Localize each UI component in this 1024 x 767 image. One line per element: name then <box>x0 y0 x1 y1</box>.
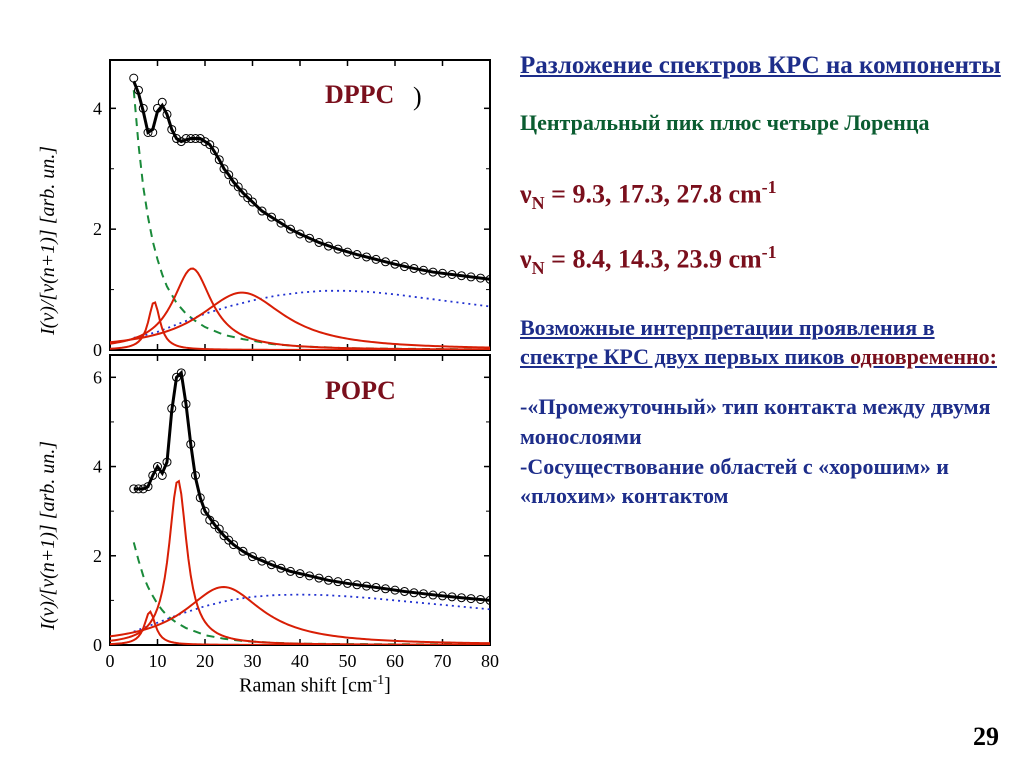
svg-text:6: 6 <box>93 367 102 387</box>
chart-column: 024024601020304050607080 I(ν)/[ν(n+1)] [… <box>0 0 505 767</box>
panel-label-popc: POPC <box>325 376 396 406</box>
svg-text:4: 4 <box>93 98 102 118</box>
bullet-2: -Сосуществование областей с «хорошим» и … <box>520 452 1004 511</box>
paren-mark: ) <box>413 82 422 112</box>
svg-text:0: 0 <box>93 635 102 655</box>
page-number: 29 <box>973 722 999 752</box>
svg-text:2: 2 <box>93 546 102 566</box>
svg-text:4: 4 <box>93 457 102 477</box>
subtitle: Центральный пик плюс четыре Лоренца <box>520 109 1004 138</box>
svg-text:20: 20 <box>196 651 214 671</box>
spectra-charts: 024024601020304050607080 <box>15 30 505 730</box>
y-axis-label-top: I(ν)/[ν(n+1)] [arb. un.] <box>37 146 60 335</box>
text-column: Разложение спектров КРС на компоненты Це… <box>505 0 1024 767</box>
interpretations-heading: Возможные интерпретации проявления в спе… <box>520 313 1004 372</box>
svg-text:0: 0 <box>93 340 102 360</box>
chart-area: 024024601020304050607080 I(ν)/[ν(n+1)] [… <box>15 30 505 730</box>
svg-text:70: 70 <box>434 651 452 671</box>
svg-text:40: 40 <box>291 651 309 671</box>
svg-text:10: 10 <box>149 651 167 671</box>
x-axis-label: Raman shift [cm-1] <box>215 673 415 698</box>
formula-popc: νN = 8.4, 14.3, 23.9 cm-1 <box>520 242 1004 279</box>
slide-title: Разложение спектров КРС на компоненты <box>520 50 1004 83</box>
svg-text:50: 50 <box>339 651 357 671</box>
svg-text:2: 2 <box>93 219 102 239</box>
formula-dppc: νN = 9.3, 17.3, 27.8 cm-1 <box>520 177 1004 214</box>
svg-text:80: 80 <box>481 651 499 671</box>
svg-text:0: 0 <box>106 651 115 671</box>
svg-text:60: 60 <box>386 651 404 671</box>
y-axis-label-bottom: I(ν)/[ν(n+1)] [arb. un.] <box>37 441 60 630</box>
bullet-list: -«Промежуточный» тип контакта между двум… <box>520 392 1004 511</box>
svg-text:30: 30 <box>244 651 262 671</box>
bullet-1: -«Промежуточный» тип контакта между двум… <box>520 392 1004 451</box>
panel-label-dppc: DPPC <box>325 80 394 110</box>
